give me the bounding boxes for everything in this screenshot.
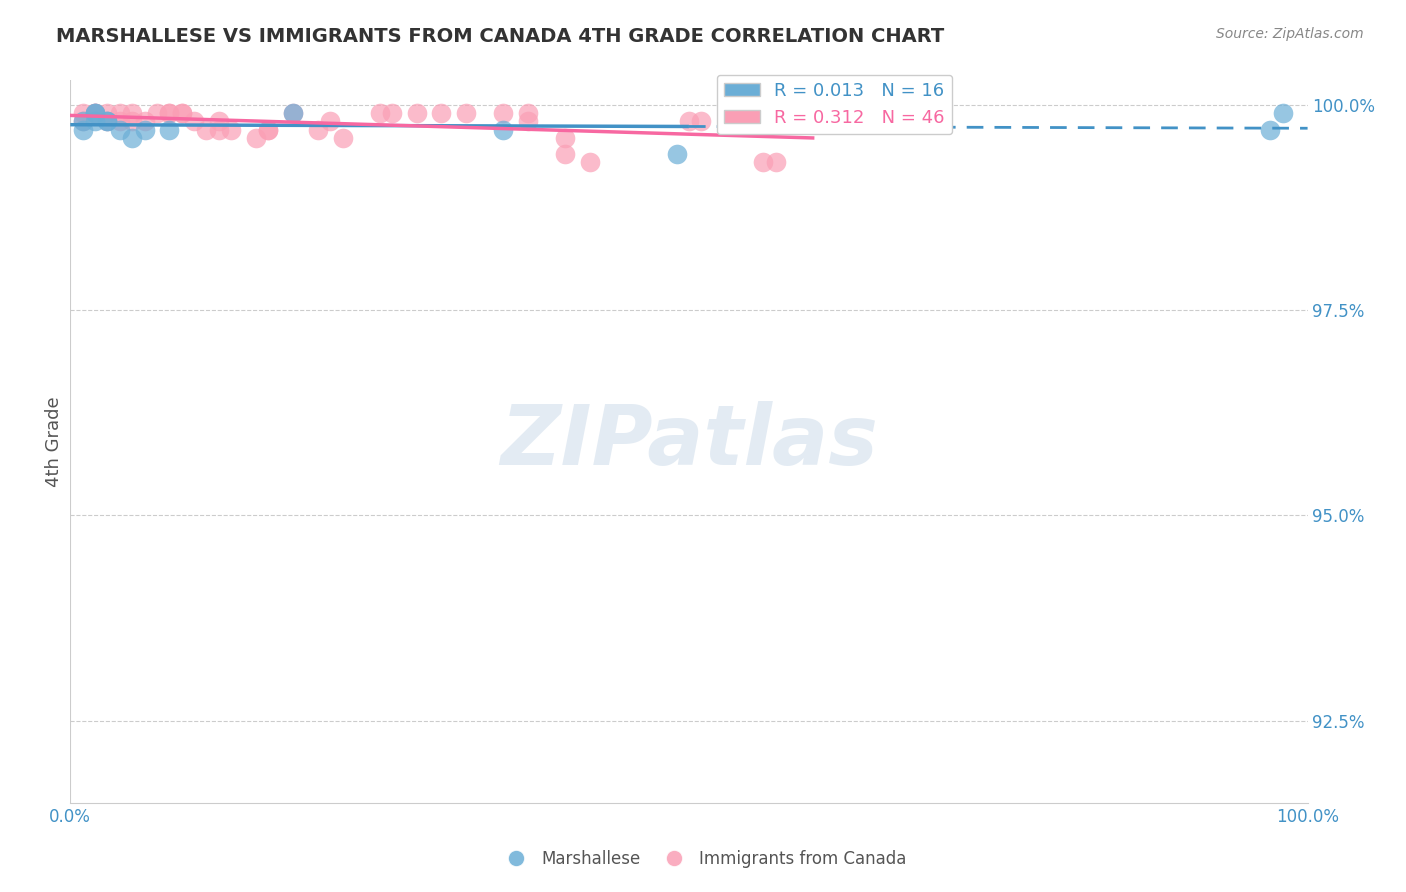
Legend: Marshallese, Immigrants from Canada: Marshallese, Immigrants from Canada [494, 844, 912, 875]
Point [219, 122, 242, 136]
Point [208, 114, 231, 128]
Point [146, 106, 169, 120]
Point [108, 106, 131, 120]
Y-axis label: 4th Grade: 4th Grade [45, 396, 63, 487]
Point [121, 130, 143, 145]
Point [1260, 122, 1282, 136]
Point [84, 106, 107, 120]
Point [157, 106, 180, 120]
Point [195, 122, 218, 136]
Point [72, 106, 94, 120]
Point [108, 122, 131, 136]
Point [72, 114, 94, 128]
Point [170, 106, 193, 120]
Point [134, 122, 156, 136]
Legend: R = 0.013   N = 16, R = 0.312   N = 46: R = 0.013 N = 16, R = 0.312 N = 46 [717, 75, 952, 135]
Point [690, 114, 713, 128]
Point [678, 114, 700, 128]
Point [281, 106, 304, 120]
Point [368, 106, 391, 120]
Text: ZIPatlas: ZIPatlas [501, 401, 877, 482]
Point [1271, 106, 1294, 120]
Point [517, 106, 540, 120]
Point [456, 106, 478, 120]
Point [554, 130, 576, 145]
Point [183, 114, 205, 128]
Point [430, 106, 453, 120]
Point [332, 130, 354, 145]
Point [84, 106, 107, 120]
Point [84, 106, 107, 120]
Point [257, 122, 280, 136]
Point [121, 106, 143, 120]
Point [245, 130, 267, 145]
Point [96, 106, 118, 120]
Point [108, 114, 131, 128]
Point [257, 122, 280, 136]
Point [96, 114, 118, 128]
Point [157, 122, 180, 136]
Point [517, 114, 540, 128]
Point [208, 122, 231, 136]
Point [307, 122, 329, 136]
Point [170, 106, 193, 120]
Point [381, 106, 404, 120]
Point [72, 122, 94, 136]
Point [134, 114, 156, 128]
Point [492, 106, 515, 120]
Point [84, 106, 107, 120]
Point [752, 155, 775, 169]
Text: MARSHALLESE VS IMMIGRANTS FROM CANADA 4TH GRADE CORRELATION CHART: MARSHALLESE VS IMMIGRANTS FROM CANADA 4T… [56, 27, 945, 45]
Point [319, 114, 342, 128]
Point [492, 122, 515, 136]
Point [665, 147, 688, 161]
Point [554, 147, 576, 161]
Point [405, 106, 427, 120]
Text: Source: ZipAtlas.com: Source: ZipAtlas.com [1216, 27, 1364, 41]
Point [96, 114, 118, 128]
Point [84, 114, 107, 128]
Point [84, 106, 107, 120]
Point [96, 114, 118, 128]
Point [765, 155, 787, 169]
Point [740, 114, 762, 128]
Point [121, 114, 143, 128]
Point [72, 114, 94, 128]
Point [281, 106, 304, 120]
Point [579, 155, 602, 169]
Point [801, 114, 824, 128]
Point [157, 106, 180, 120]
